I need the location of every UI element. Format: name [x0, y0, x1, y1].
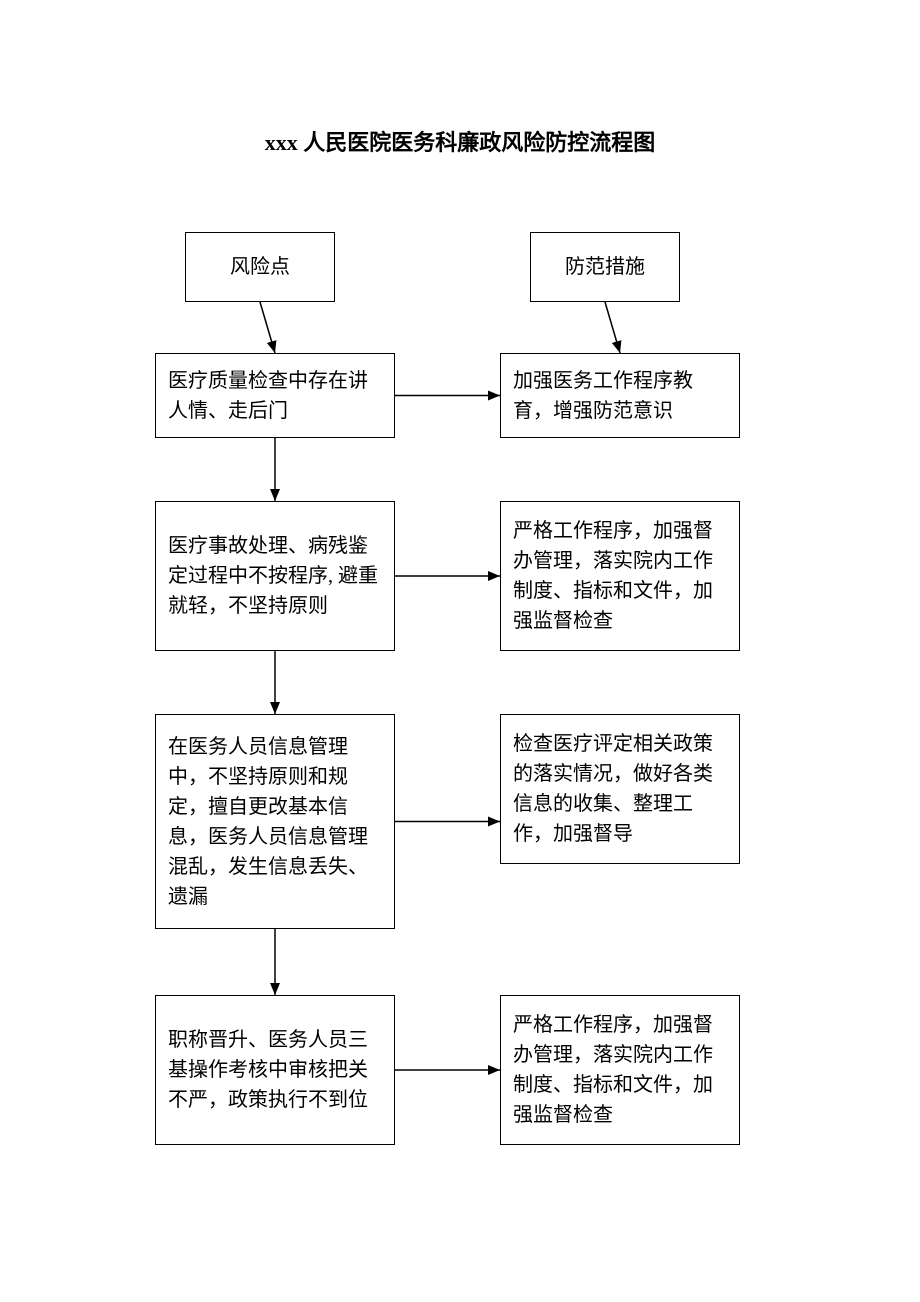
node-left_header: 风险点: [185, 232, 335, 302]
node-text-right_header: 防范措施: [565, 252, 645, 282]
node-text-r2: 严格工作程序，加强督办管理，落实院内工作制度、指标和文件，加强监督检查: [513, 516, 727, 636]
edge-right_header-r1: [605, 302, 620, 353]
node-l1: 医疗质量检查中存在讲人情、走后门: [155, 353, 395, 438]
edge-left_header-l1: [260, 302, 275, 353]
node-r4: 严格工作程序，加强督办管理，落实院内工作制度、指标和文件，加强监督检查: [500, 995, 740, 1145]
arrows-layer: [0, 0, 920, 1302]
node-text-l4: 职称晋升、医务人员三基操作考核中审核把关不严，政策执行不到位: [168, 1025, 382, 1115]
node-right_header: 防范措施: [530, 232, 680, 302]
diagram-title: xxx 人民医院医务科廉政风险防控流程图: [0, 125, 920, 157]
node-l4: 职称晋升、医务人员三基操作考核中审核把关不严，政策执行不到位: [155, 995, 395, 1145]
node-text-r3: 检查医疗评定相关政策的落实情况，做好各类信息的收集、整理工作，加强督导: [513, 729, 727, 849]
node-text-r4: 严格工作程序，加强督办管理，落实院内工作制度、指标和文件，加强监督检查: [513, 1010, 727, 1130]
node-text-l2: 医疗事故处理、病残鉴定过程中不按程序, 避重就轻，不坚持原则: [168, 531, 382, 621]
node-r2: 严格工作程序，加强督办管理，落实院内工作制度、指标和文件，加强监督检查: [500, 501, 740, 651]
page: xxx 人民医院医务科廉政风险防控流程图 风险点 防范措施医疗质量检查中存在讲人情…: [0, 0, 920, 1302]
node-r1: 加强医务工作程序教育，增强防范意识: [500, 353, 740, 438]
node-r3: 检查医疗评定相关政策的落实情况，做好各类信息的收集、整理工作，加强督导: [500, 714, 740, 864]
node-text-left_header: 风险点: [230, 252, 290, 282]
node-text-l1: 医疗质量检查中存在讲人情、走后门: [168, 366, 382, 426]
node-text-l3: 在医务人员信息管理中，不坚持原则和规定，擅自更改基本信息，医务人员信息管理混乱，…: [168, 732, 382, 912]
node-text-r1: 加强医务工作程序教育，增强防范意识: [513, 366, 727, 426]
node-l3: 在医务人员信息管理中，不坚持原则和规定，擅自更改基本信息，医务人员信息管理混乱，…: [155, 714, 395, 929]
node-l2: 医疗事故处理、病残鉴定过程中不按程序, 避重就轻，不坚持原则: [155, 501, 395, 651]
